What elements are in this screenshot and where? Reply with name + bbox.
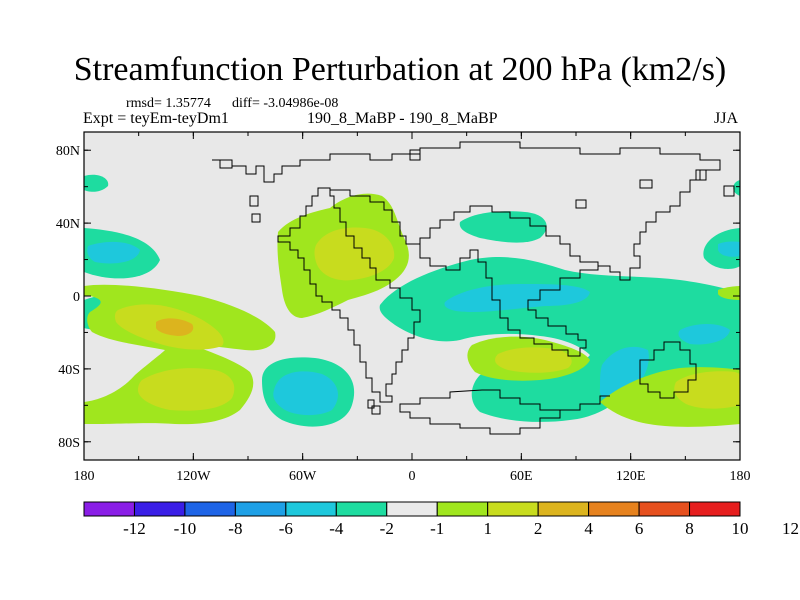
x-tick-label: 120E <box>616 469 646 484</box>
x-tick-label: 120W <box>176 469 211 484</box>
colorbar-label: -6 <box>279 519 293 538</box>
colorbar-swatch <box>133 501 186 517</box>
colorbar-swatch <box>537 501 590 517</box>
colorbar-label: -12 <box>123 519 146 538</box>
colorbar-label: 2 <box>534 519 543 538</box>
x-tick-label: 0 <box>409 469 416 484</box>
colorbar-label: 8 <box>685 519 694 538</box>
colorbar-swatch <box>487 501 539 517</box>
colorbar-label: -1 <box>430 519 444 538</box>
rmsd-stat: rmsd= 1.35774 <box>126 96 211 111</box>
colorbar-swatch <box>638 501 691 517</box>
case-label: 190_8_MaBP - 190_8_MaBP <box>307 110 498 127</box>
x-tick-label: 180 <box>730 469 751 484</box>
colorbar-swatch <box>234 501 287 517</box>
colorbar-label: -4 <box>329 519 344 538</box>
negative-band-medium <box>87 241 740 416</box>
colorbar-swatch <box>588 501 640 517</box>
season-label: JJA <box>714 110 739 127</box>
colorbar-swatch <box>83 501 135 517</box>
colorbar-swatch <box>386 501 438 517</box>
colorbar-swatch <box>184 501 236 517</box>
colorbar-swatch <box>335 501 388 517</box>
y-tick-label: 40N <box>56 217 80 232</box>
colorbar-label: -10 <box>174 519 197 538</box>
diff-stat: diff= -3.04986e-08 <box>232 96 339 111</box>
colorbar-swatch <box>436 501 489 517</box>
y-tick-label: 80N <box>56 144 80 159</box>
axis-ticks: 180 120W 60W 0 60E 120E 180 80N 40N 0 40S 80S <box>56 132 751 484</box>
coastlines <box>212 141 735 435</box>
colorbar-label: 4 <box>584 519 593 538</box>
contour-field <box>84 132 740 460</box>
x-tick-label: 180 <box>74 469 95 484</box>
colorbar: -12 -10 -8 -6 -4 -2 -1 1 2 4 6 8 10 12 <box>83 501 799 538</box>
y-tick-label: 40S <box>58 363 80 378</box>
colorbar-swatch <box>689 501 741 517</box>
experiment-label: Expt = teyEm-teyDm1 <box>83 110 229 127</box>
colorbar-swatch <box>285 501 337 517</box>
colorbar-label: -8 <box>228 519 242 538</box>
colorbar-label: 6 <box>635 519 644 538</box>
chart-title: Streamfunction Perturbation at 200 hPa (… <box>73 51 727 88</box>
colorbar-label: -2 <box>380 519 394 538</box>
x-tick-label: 60E <box>510 469 533 484</box>
colorbar-label: 12 <box>782 519 799 538</box>
y-tick-label: 80S <box>58 436 80 451</box>
colorbar-label: 1 <box>483 519 492 538</box>
colorbar-label: 10 <box>732 519 749 538</box>
x-tick-label: 60W <box>289 469 317 484</box>
positive-band-strong <box>156 318 194 336</box>
y-tick-label: 0 <box>73 290 80 305</box>
